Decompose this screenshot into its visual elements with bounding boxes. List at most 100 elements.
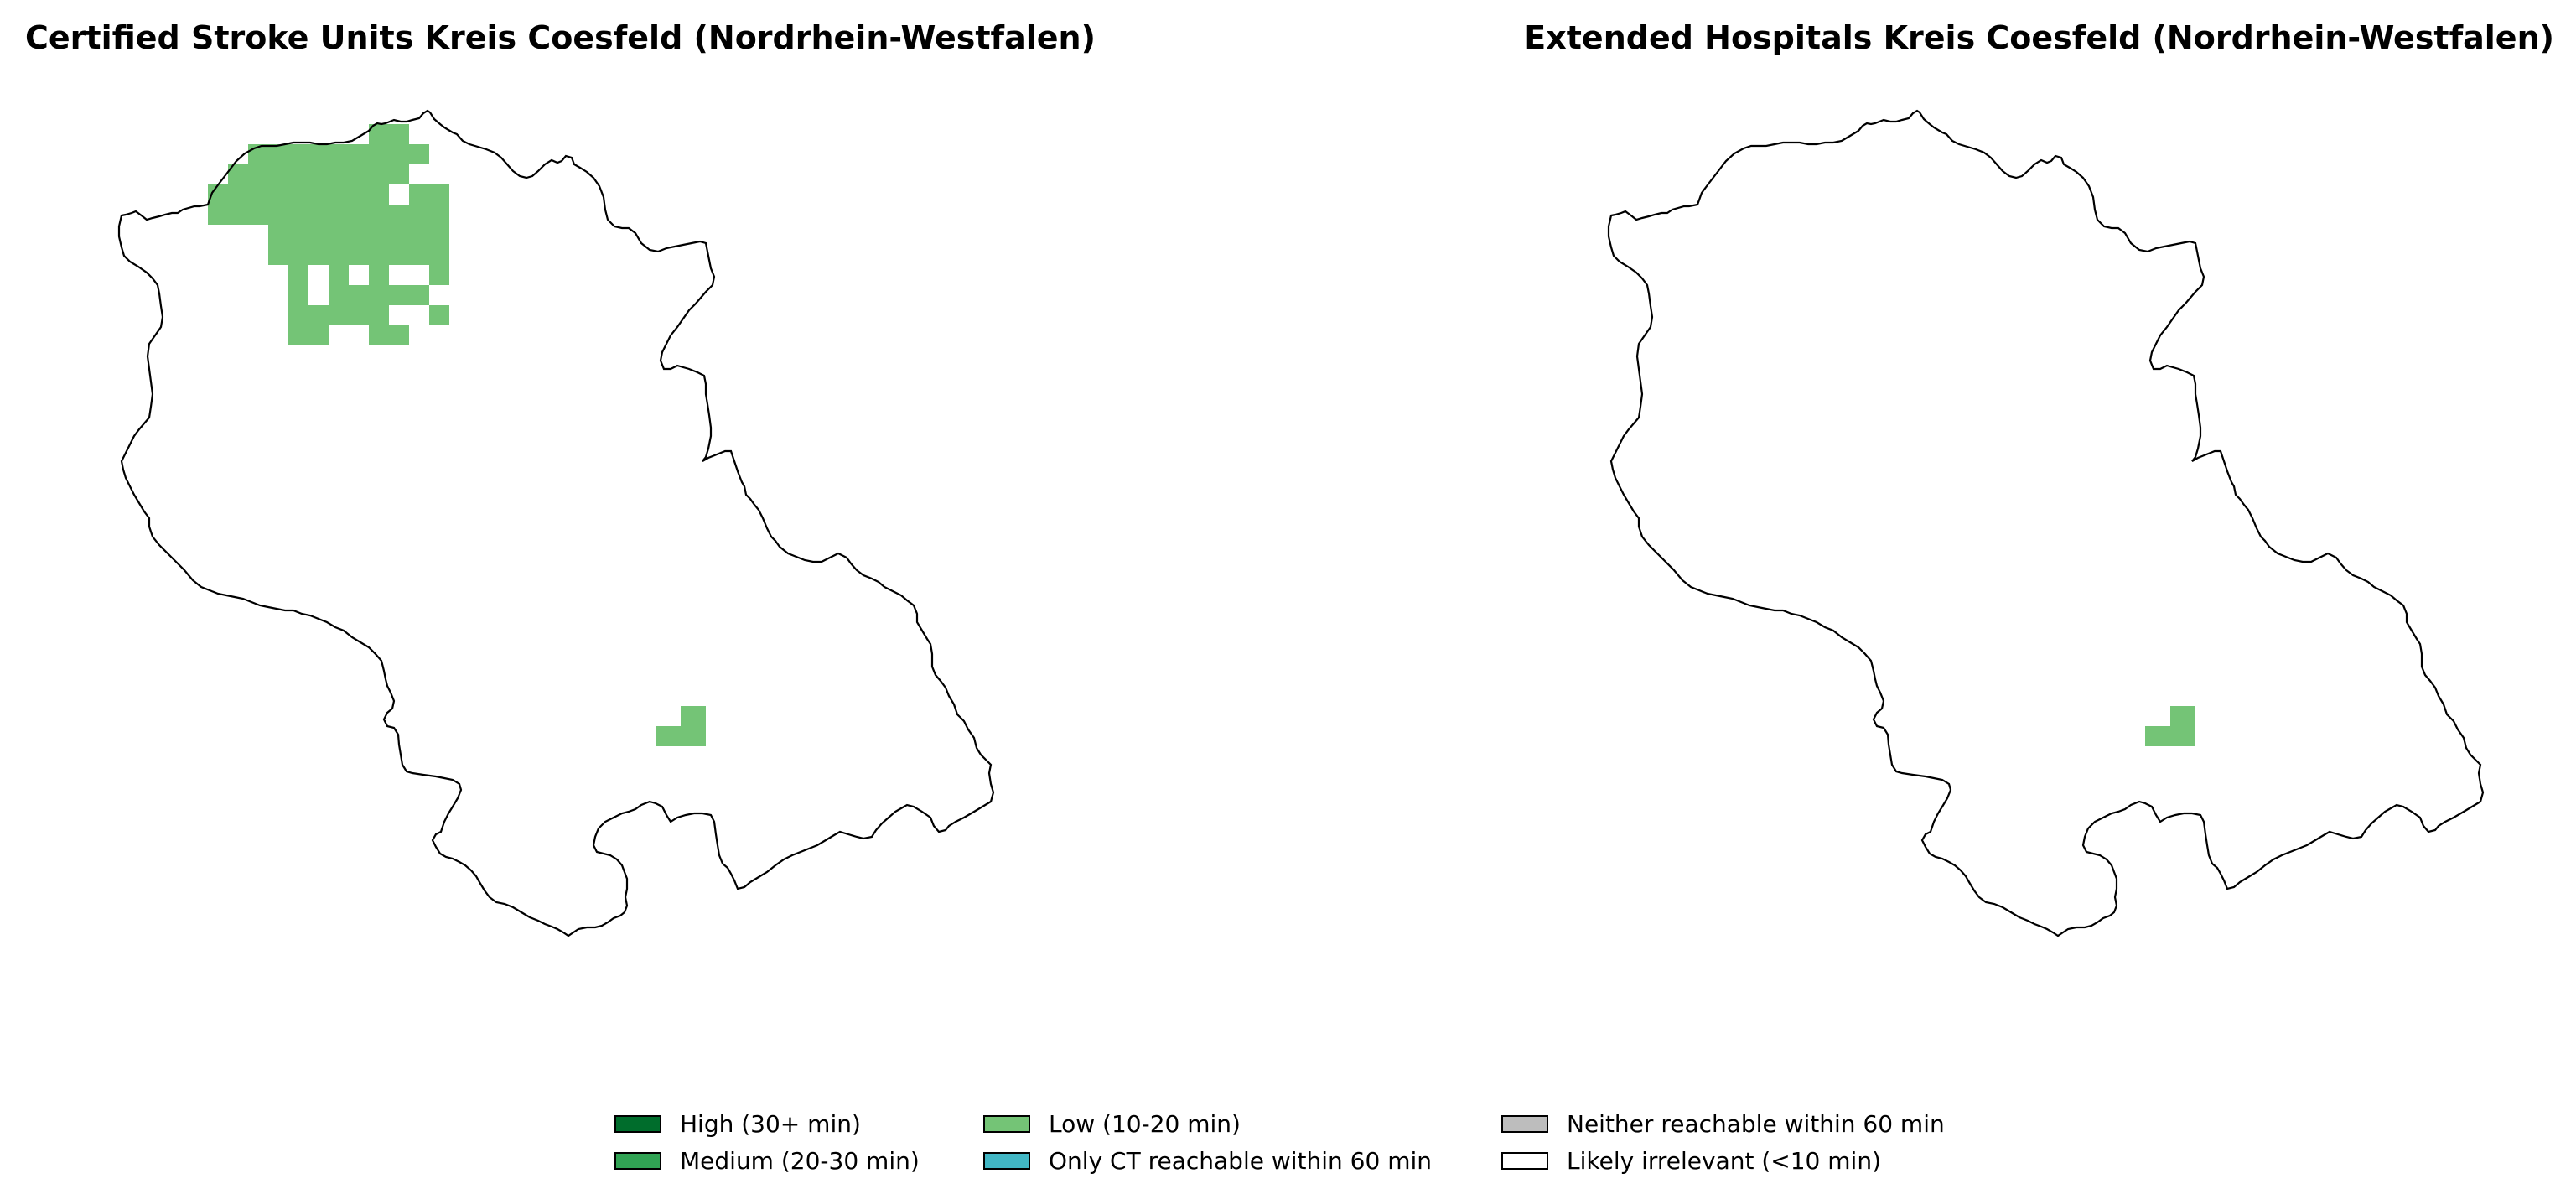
legend-swatch-medium [614,1151,661,1170]
left-map-coverage-cells [208,124,706,746]
legend-swatch-low [983,1114,1030,1133]
coverage-cell [288,325,308,345]
coverage-cell [228,184,248,205]
coverage-cell [389,325,409,345]
coverage-cell [369,305,389,325]
coverage-cell [248,164,268,184]
coverage-cell [429,305,449,325]
coverage-cell [369,245,389,265]
coverage-cell [248,205,268,225]
legend-swatch-neither [1501,1114,1548,1133]
right-district-boundary [1607,109,2485,937]
legend-item-high: High (30+ min) [614,1105,983,1142]
coverage-cell [308,325,329,345]
coverage-cell [409,285,429,305]
coverage-cell [429,265,449,285]
coverage-cell [329,245,349,265]
coverage-cell [369,184,389,205]
coverage-cell [2170,706,2195,746]
coverage-cell [349,144,369,164]
coverage-cell [369,164,389,184]
coverage-cell [429,225,449,245]
right-map-coverage-cells [2145,706,2195,746]
right-district-map [1607,109,2485,937]
coverage-cell [389,245,409,265]
legend-swatch-high [614,1114,661,1133]
coverage-cell [308,144,329,164]
legend-label-medium: Medium (20-30 min) [680,1146,920,1175]
left-district-map [117,109,995,937]
legend-label-ct-only: Only CT reachable within 60 min [1049,1146,1433,1175]
coverage-cell [268,205,288,225]
legend-label-irrelevant: Likely irrelevant (<10 min) [1567,1146,1881,1175]
coverage-cell [329,225,349,245]
coverage-cell [349,164,369,184]
coverage-cell [308,164,329,184]
legend-swatch-irrelevant [1501,1151,1548,1170]
coverage-cell [288,285,308,305]
coverage-cell [389,225,409,245]
coverage-cell [329,144,349,164]
legend-swatch-ct-only [983,1151,1030,1170]
coverage-cell [349,184,369,205]
coverage-cell [656,726,681,746]
coverage-cell [288,205,308,225]
coverage-cell [409,225,429,245]
coverage-cell [308,184,329,205]
coverage-cell [2145,726,2170,746]
coverage-cell [369,225,389,245]
coverage-cell [288,184,308,205]
legend: High (30+ min) Low (10-20 min) Neither r… [614,1105,2004,1179]
coverage-cell [409,245,429,265]
coverage-cell [349,305,369,325]
coverage-cell [308,245,329,265]
right-map-title: Extended Hospitals Kreis Coesfeld (Nordr… [1524,19,2554,56]
coverage-cell [409,184,429,205]
coverage-cell [288,245,308,265]
coverage-cell [329,285,349,305]
coverage-cell [329,265,349,285]
coverage-cell [369,205,389,225]
coverage-cell [329,184,349,205]
legend-item-irrelevant: Likely irrelevant (<10 min) [1501,1142,2004,1179]
coverage-cell [268,164,288,184]
coverage-cell [429,245,449,265]
legend-label-neither: Neither reachable within 60 min [1567,1109,1945,1138]
legend-item-medium: Medium (20-30 min) [614,1142,983,1179]
coverage-cell [288,225,308,245]
left-map-title: Certified Stroke Units Kreis Coesfeld (N… [25,19,1096,56]
coverage-cell [308,305,329,325]
coverage-cell [389,144,409,164]
coverage-cell [308,205,329,225]
coverage-cell [268,245,288,265]
legend-item-low: Low (10-20 min) [983,1105,1501,1142]
coverage-cell [389,285,409,305]
coverage-cell [268,144,288,164]
coverage-cell [389,205,409,225]
coverage-cell [288,144,308,164]
coverage-cell [369,325,389,345]
coverage-cell [681,706,706,746]
coverage-cell [409,205,429,225]
coverage-cell [369,285,389,305]
coverage-cell [228,205,248,225]
coverage-cell [248,184,268,205]
coverage-cell [268,225,288,245]
coverage-cell [268,184,288,205]
coverage-cell [349,245,369,265]
coverage-cell [288,265,308,285]
coverage-cell [349,285,369,305]
coverage-cell [308,225,329,245]
coverage-cell [288,164,308,184]
coverage-cell [369,144,389,164]
legend-label-high: High (30+ min) [680,1109,861,1138]
coverage-cell [429,205,449,225]
coverage-cell [389,124,409,144]
coverage-cell [329,205,349,225]
legend-label-low: Low (10-20 min) [1049,1109,1241,1138]
coverage-cell [409,144,429,164]
coverage-cell [208,205,228,225]
coverage-cell [429,184,449,205]
